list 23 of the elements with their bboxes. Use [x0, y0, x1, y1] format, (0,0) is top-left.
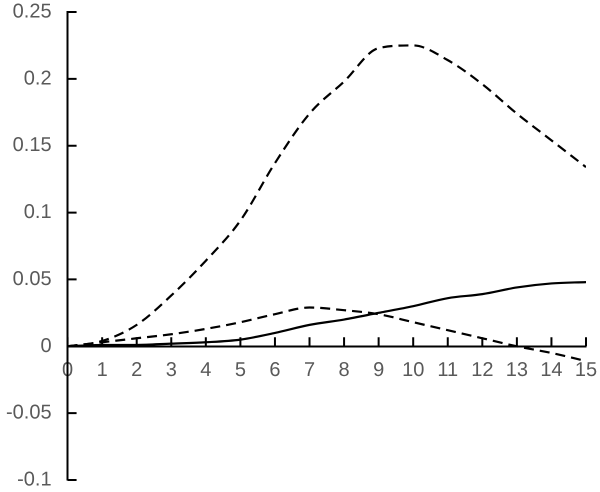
x-tick-label: 12	[471, 358, 494, 381]
x-tick-label: 1	[96, 358, 108, 381]
y-tick-label: 0.1	[24, 201, 52, 224]
y-tick-label: 0	[40, 334, 52, 357]
x-tick-label: 5	[234, 358, 246, 381]
x-tick-label: 13	[506, 358, 528, 381]
x-tick-label: 15	[574, 358, 598, 381]
x-tick-label: 11	[437, 358, 458, 381]
x-tick-label: 7	[304, 358, 316, 381]
y-tick-label: -0.1	[17, 468, 52, 491]
y-tick-label: 0.25	[12, 0, 52, 23]
y-tick-label: -0.05	[6, 402, 52, 424]
x-tick-label: 3	[166, 358, 177, 381]
y-tick-label: 0.2	[24, 67, 52, 90]
x-tick-label: 10	[402, 358, 424, 381]
x-tick-label: 9	[373, 358, 384, 381]
y-tick-label: 0.05	[12, 268, 52, 290]
y-tick-label: 0.15	[12, 134, 52, 156]
x-tick-label: 4	[200, 358, 212, 381]
x-tick-label: 14	[540, 358, 563, 381]
x-tick-label: 8	[338, 358, 350, 381]
x-tick-label: 2	[131, 358, 142, 381]
x-tick-label: 6	[269, 358, 281, 381]
